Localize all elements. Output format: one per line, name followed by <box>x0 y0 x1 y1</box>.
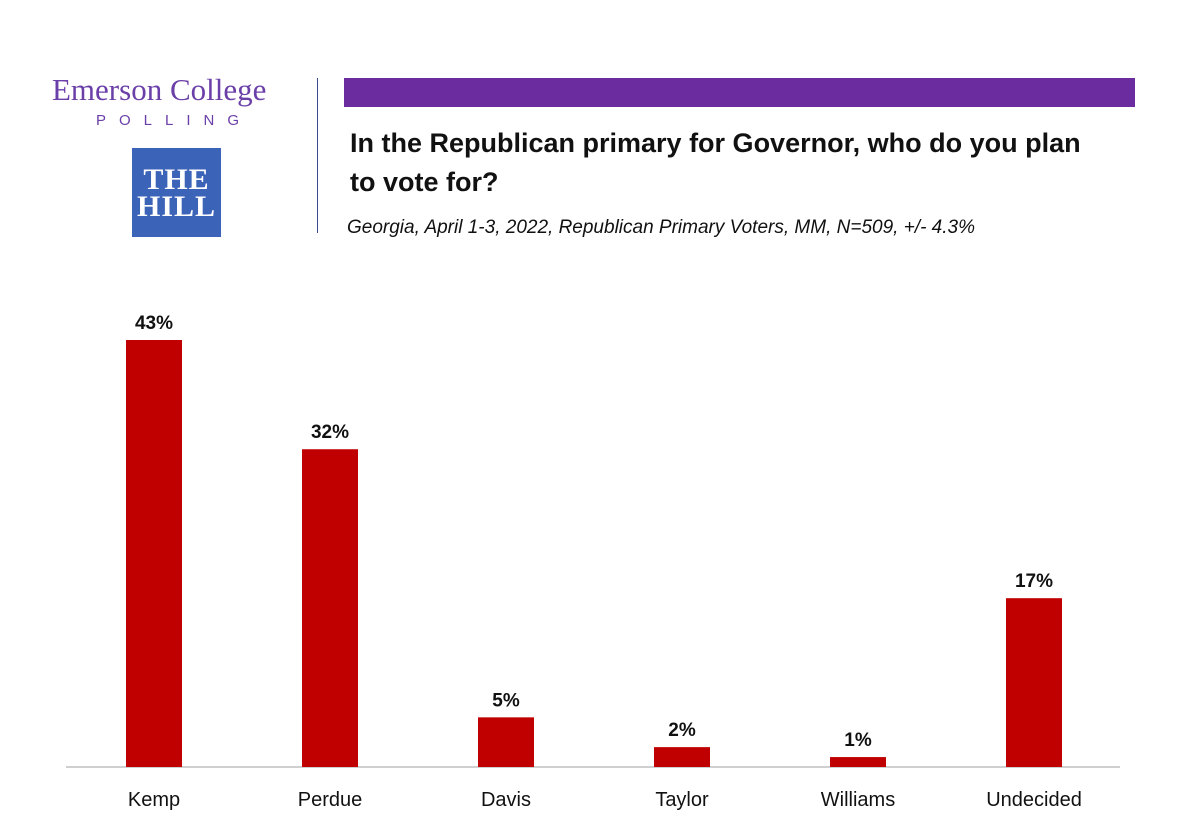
category-label-taylor: Taylor <box>655 789 709 811</box>
bar-davis <box>478 717 534 767</box>
category-label-kemp: Kemp <box>128 789 180 811</box>
data-label-davis: 5% <box>492 690 520 711</box>
the-hill-logo-line2: HILL <box>136 189 217 223</box>
the-hill-logo-line1: THE <box>143 162 210 196</box>
data-label-undecided: 17% <box>1015 571 1053 592</box>
header-divider <box>317 78 318 233</box>
category-label-williams: Williams <box>821 789 895 811</box>
bar-perdue <box>302 449 358 767</box>
category-label-davis: Davis <box>481 789 531 811</box>
data-label-perdue: 32% <box>311 422 349 443</box>
data-label-kemp: 43% <box>135 313 173 334</box>
bar-williams <box>830 757 886 767</box>
data-label-williams: 1% <box>844 730 872 751</box>
chart-title: In the Republican primary for Governor, … <box>350 128 1081 197</box>
data-label-taylor: 2% <box>668 720 696 741</box>
accent-bar <box>344 78 1135 107</box>
bar-taylor <box>654 747 710 767</box>
bar-kemp <box>126 340 182 767</box>
the-hill-logo: THE HILL <box>132 148 221 237</box>
bar-undecided <box>1006 598 1062 767</box>
category-label-undecided: Undecided <box>986 789 1082 811</box>
chart-subtitle: Georgia, April 1-3, 2022, Republican Pri… <box>347 217 975 238</box>
category-label-perdue: Perdue <box>298 789 363 811</box>
polling-wordmark: POLLING <box>96 112 253 129</box>
emerson-college-logo: Emerson College <box>52 72 267 107</box>
